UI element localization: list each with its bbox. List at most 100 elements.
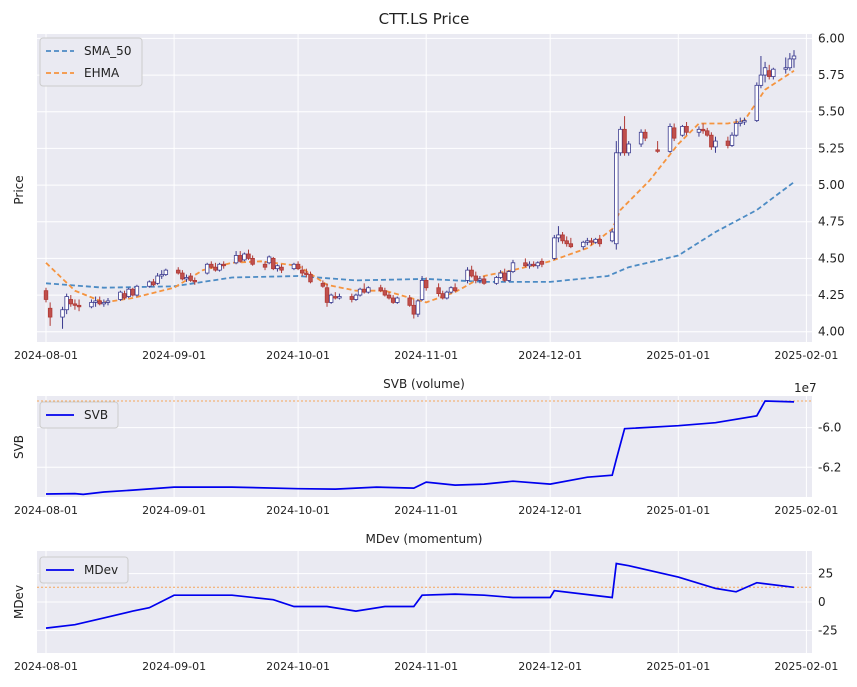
candle-body	[271, 257, 276, 270]
candle-body	[217, 263, 222, 271]
candle-body	[337, 296, 342, 299]
x-tick-label: 2024-10-01	[266, 504, 330, 517]
mdev-series	[37, 562, 812, 629]
candle-body	[188, 275, 193, 281]
x-tick-label: 2024-09-01	[142, 660, 206, 673]
y-tick-label: 5.00	[818, 178, 845, 192]
series-line-svb	[45, 400, 795, 496]
svb-offset-label: 1e7	[794, 381, 817, 395]
candle-body	[324, 287, 330, 303]
y-tick-label: 4.25	[818, 288, 845, 302]
candle-body	[609, 231, 615, 242]
legend-label-mdev: MDev	[84, 563, 118, 577]
candle-body	[407, 297, 412, 306]
candle-body	[238, 255, 243, 262]
series-line-sma-50	[45, 181, 795, 289]
svb-grid	[37, 396, 812, 497]
candle-body	[415, 300, 421, 315]
candle-body	[328, 294, 334, 303]
x-tick-label: 2025-02-01	[774, 349, 838, 362]
candle-body	[700, 128, 706, 132]
candle-body	[510, 262, 516, 272]
x-tick-label: 2024-12-01	[518, 660, 582, 673]
candle-body	[184, 277, 189, 280]
candle-body	[733, 123, 739, 136]
candle-body	[589, 240, 594, 243]
candlesticks	[43, 50, 797, 329]
candle-body	[147, 281, 152, 287]
candle-body	[556, 234, 561, 239]
x-tick-label: 2024-09-01	[142, 349, 206, 362]
candle-body	[622, 128, 627, 154]
candle-body	[308, 274, 313, 283]
y-tick-label: 4.00	[818, 325, 845, 339]
candle-body	[333, 296, 338, 299]
candle-body	[419, 279, 425, 300]
y-tick-label: 5.25	[818, 141, 845, 155]
candle-body	[180, 272, 185, 280]
candle-body	[362, 288, 367, 293]
price-y-ticks: 4.00 4.25 4.50 4.75 5.00 5.25 5.50 5.75 6.00	[818, 31, 845, 338]
candle-body	[275, 265, 280, 270]
candle-body	[506, 271, 512, 281]
candle-body	[76, 304, 82, 308]
x-tick-label: 2024-08-01	[14, 349, 78, 362]
candle-body	[386, 294, 392, 299]
x-tick-label: 2025-01-01	[646, 660, 710, 673]
mdev-grid	[37, 551, 812, 653]
y-tick-label: -6.0	[818, 421, 841, 435]
price-x-ticks: 2024-08-01 2024-09-01 2024-10-01 2024-11-01…	[14, 349, 838, 362]
candle-body	[585, 240, 590, 243]
candle-body	[655, 149, 660, 152]
candle-body	[465, 269, 470, 281]
mdev-panel: MDev (momentum) 2024-08-01 2024-09-01 2024…	[12, 532, 838, 673]
y-tick-label: 5.50	[818, 105, 845, 119]
candle-body	[192, 279, 197, 283]
x-tick-label: 2024-10-01	[266, 349, 330, 362]
candle-body	[423, 279, 429, 289]
candle-body	[353, 294, 359, 300]
svb-plot-area	[37, 396, 812, 497]
candle-body	[68, 299, 73, 305]
mdev-legend: MDev	[39, 556, 129, 584]
candle-body	[754, 84, 760, 121]
candle-body	[366, 287, 371, 293]
x-tick-label: 2025-02-01	[774, 660, 838, 673]
candle-body	[101, 301, 107, 305]
candle-body	[552, 237, 557, 259]
x-tick-label: 2024-08-01	[14, 504, 78, 517]
candle-body	[581, 241, 586, 248]
x-tick-label: 2024-10-01	[266, 660, 330, 673]
candle-body	[233, 255, 239, 264]
candle-body	[783, 67, 788, 70]
candle-body	[696, 128, 702, 133]
candle-body	[122, 293, 127, 299]
price-panel: 2024-08-01 2024-09-01 2024-10-01 2024-11-01…	[12, 31, 845, 362]
y-tick-label: 5.75	[818, 68, 845, 82]
candle-body	[523, 262, 528, 267]
candle-body	[787, 58, 793, 69]
candle-body	[126, 288, 131, 297]
svb-y-label: SVB	[12, 435, 26, 459]
price-grid	[37, 34, 812, 342]
candle-body	[176, 269, 181, 274]
candle-body	[246, 253, 251, 259]
candle-body	[349, 296, 355, 300]
candle-body	[667, 126, 673, 152]
candle-body	[725, 140, 731, 146]
x-tick-label: 2024-09-01	[142, 504, 206, 517]
candle-body	[469, 269, 474, 277]
candle-body	[477, 278, 483, 281]
candle-body	[105, 300, 111, 303]
candle-body	[568, 243, 574, 248]
svb-series	[37, 400, 812, 496]
candle-body	[378, 287, 383, 292]
figure-title: CTT.LS Price	[379, 10, 470, 28]
mdev-y-label: MDev	[12, 585, 26, 619]
mdev-x-ticks: 2024-08-01 2024-09-01 2024-10-01 2024-11-01…	[14, 660, 838, 673]
candle-body	[395, 297, 400, 303]
x-tick-label: 2025-01-01	[646, 504, 710, 517]
candle-body	[626, 143, 631, 154]
candle-body	[713, 140, 718, 148]
candle-body	[262, 263, 268, 268]
